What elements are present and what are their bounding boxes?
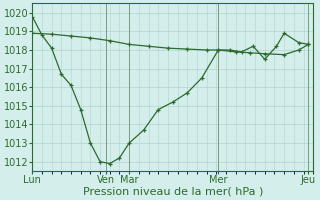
X-axis label: Pression niveau de la mer( hPa ): Pression niveau de la mer( hPa ) xyxy=(83,187,263,197)
